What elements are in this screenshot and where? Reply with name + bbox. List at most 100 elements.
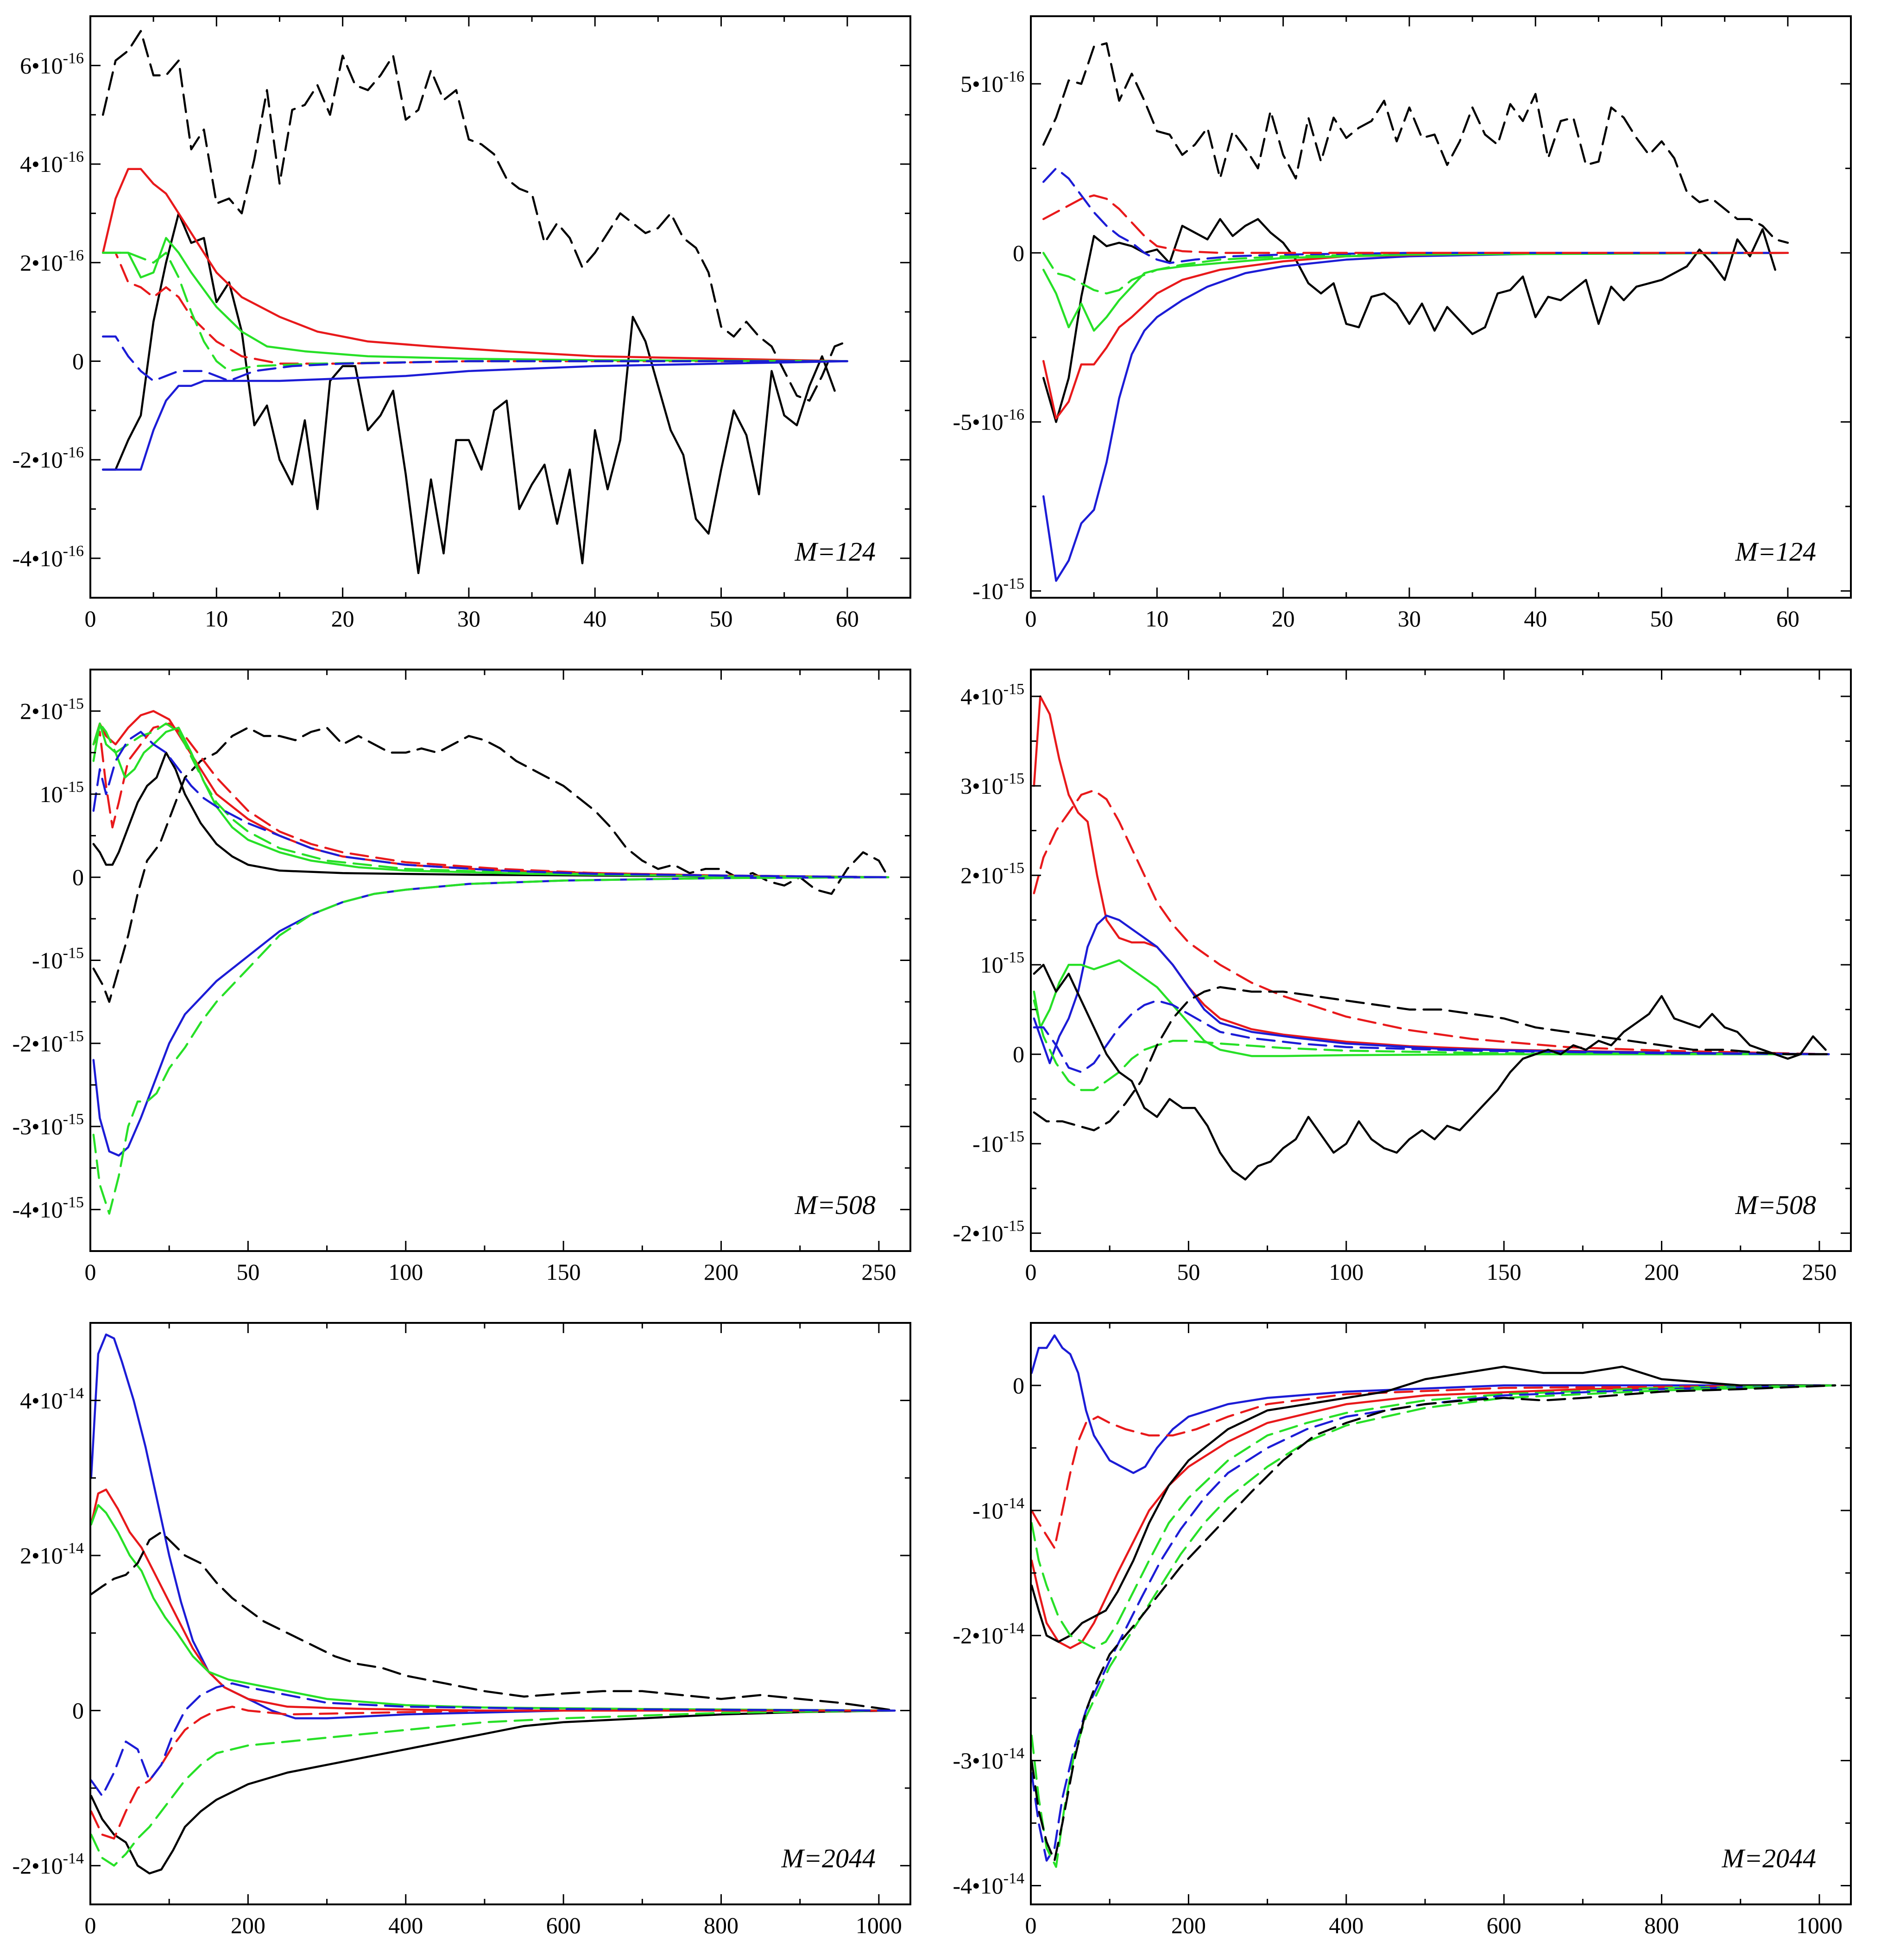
series-line-red-solid: [101, 168, 849, 362]
series-line-red-dashed: [1031, 1384, 1837, 1549]
x-tick-label: 800: [1644, 1912, 1679, 1938]
chart-svg: 0 10 20 30 40 50 60 6•10-16 4•10-16 2•10-16 0 -2•10…: [13, 15, 911, 632]
chart-svg: 0 10 20 30 40 50 60 5•10-16 0 -5•10-16 -10-15 M=124: [953, 15, 1852, 632]
series-line-green-dashed: [90, 1709, 896, 1867]
series-line-green-dashed: [1033, 999, 1830, 1091]
series-group: [101, 30, 849, 575]
series-line-green-solid: [1042, 252, 1789, 332]
series-line-red-dashed: [90, 1706, 896, 1840]
plot-frame: [89, 1322, 911, 1905]
panel-m-label: M=508: [795, 1190, 876, 1220]
chart-panel-top-left: 0 10 20 30 40 50 60 6•10-16 4•10-16 2•10-16 0 -2•10…: [0, 0, 940, 653]
series-line-blue-dashed: [1031, 1384, 1837, 1862]
y-tick-label: 4•10-14: [20, 1385, 84, 1413]
y-tick-label: -10-15: [972, 1128, 1024, 1157]
y-tick-label: 0: [1013, 1372, 1024, 1398]
x-tick-label: 200: [704, 1259, 739, 1285]
y-tick-label: 0: [72, 864, 84, 890]
x-tick-label: 400: [388, 1912, 423, 1938]
plot-frame: [89, 15, 911, 599]
x-tick-label: 1000: [856, 1912, 902, 1938]
y-tick-label: 10-15: [40, 778, 84, 807]
y-tick-label: 0: [72, 348, 84, 374]
y-tick-label: 10-15: [980, 949, 1024, 978]
series-line-red-solid: [1033, 695, 1830, 1056]
series-line-blue-dashed: [1033, 999, 1830, 1074]
series-line-red-solid: [90, 1488, 896, 1712]
series-line-green-dashed: [92, 876, 890, 1215]
x-tick-label: 0: [1025, 606, 1037, 632]
y-tick-label: 2•10-15: [960, 860, 1024, 888]
y-tick-label: -4•10-16: [13, 543, 84, 571]
series-line-black-dashed: [1042, 42, 1789, 244]
plot-frame: [89, 669, 911, 1252]
series-line-black-dashed: [1031, 1384, 1837, 1862]
x-tick-label: 60: [836, 606, 859, 632]
x-tick-label: 600: [1487, 1912, 1521, 1938]
y-tick-label: -2•10-14: [13, 1850, 84, 1878]
series-line-black-solid: [90, 1709, 896, 1875]
series-group: [1031, 1334, 1837, 1868]
series-group: [92, 710, 890, 1215]
panel-m-label: M=508: [1735, 1190, 1816, 1220]
y-tick-label: -10-15: [972, 575, 1024, 604]
y-tick-label: -10-14: [972, 1495, 1024, 1524]
series-line-blue-solid: [101, 360, 849, 471]
series-line-black-dashed: [90, 1531, 896, 1712]
x-tick-label: 800: [704, 1912, 739, 1938]
series-line-black-dashed: [1033, 986, 1830, 1132]
series-line-green-dashed: [1031, 1384, 1837, 1649]
y-tick-label: -2•10-15: [13, 1028, 84, 1056]
series-line-blue-dashed: [90, 1682, 896, 1797]
y-tick-label: -5•10-16: [953, 406, 1024, 435]
x-tick-label: 0: [85, 606, 96, 632]
panel-m-label: M=2044: [781, 1843, 876, 1873]
series-line-green-dashed: [1042, 252, 1789, 295]
panel-m-label: M=2044: [1722, 1843, 1816, 1873]
x-tick-label: 50: [710, 606, 733, 632]
y-tick-label: -4•10-15: [13, 1194, 84, 1222]
x-tick-label: 600: [546, 1912, 581, 1938]
y-tick-label: -3•10-14: [953, 1745, 1024, 1774]
series-line-red-solid: [1042, 252, 1789, 420]
series-line-green-dashed: [101, 252, 849, 373]
series-line-blue-solid: [90, 1333, 896, 1720]
chart-panel-top-right: 0 10 20 30 40 50 60 5•10-16 0 -5•10-16 -10-15 M=124: [940, 0, 1881, 653]
y-tick-label: -2•10-16: [13, 444, 84, 473]
x-tick-label: 100: [1329, 1259, 1363, 1285]
x-tick-label: 0: [85, 1912, 96, 1938]
series-line-blue-solid: [1031, 1334, 1837, 1474]
x-tick-label: 10: [1145, 606, 1168, 632]
x-tick-label: 0: [1025, 1259, 1037, 1285]
x-tick-label: 40: [1524, 606, 1547, 632]
y-tick-label: -3•10-15: [13, 1111, 84, 1139]
chart-panel-bottom-left: 0 200 400 600 800 1000 4•10-14 2•10-14 0 -2•10-14…: [0, 1307, 940, 1960]
y-tick-label: 2•10-16: [20, 247, 84, 276]
series-line-red-dashed: [1033, 789, 1830, 1056]
x-tick-label: 0: [85, 1259, 96, 1285]
y-tick-label: 4•10-16: [20, 148, 84, 177]
plot-frame: [1030, 15, 1852, 599]
y-tick-label: 0: [1013, 240, 1024, 266]
series-group: [1033, 695, 1830, 1181]
x-tick-label: 400: [1329, 1912, 1363, 1938]
plot-frame: [1030, 1322, 1852, 1905]
x-tick-label: 200: [1171, 1912, 1206, 1938]
series-line-green-dashed: [1031, 1384, 1837, 1868]
x-tick-label: 50: [1177, 1259, 1200, 1285]
series-line-green-dashed: [92, 722, 890, 879]
x-tick-label: 100: [388, 1259, 423, 1285]
x-tick-label: 150: [1487, 1259, 1521, 1285]
series-line-black-dashed: [92, 727, 890, 1003]
series-line-black-solid: [1033, 963, 1827, 1181]
y-tick-label: 5•10-16: [960, 68, 1024, 97]
x-tick-label: 250: [1802, 1259, 1837, 1285]
series-line-blue-dashed: [92, 731, 890, 879]
series-group: [1042, 42, 1789, 582]
y-tick-label: -2•10-14: [953, 1620, 1024, 1649]
y-tick-label: -2•10-15: [953, 1217, 1024, 1246]
series-line-blue-dashed: [101, 335, 849, 382]
y-tick-label: -4•10-14: [953, 1870, 1024, 1899]
y-tick-label: 4•10-15: [960, 681, 1024, 709]
